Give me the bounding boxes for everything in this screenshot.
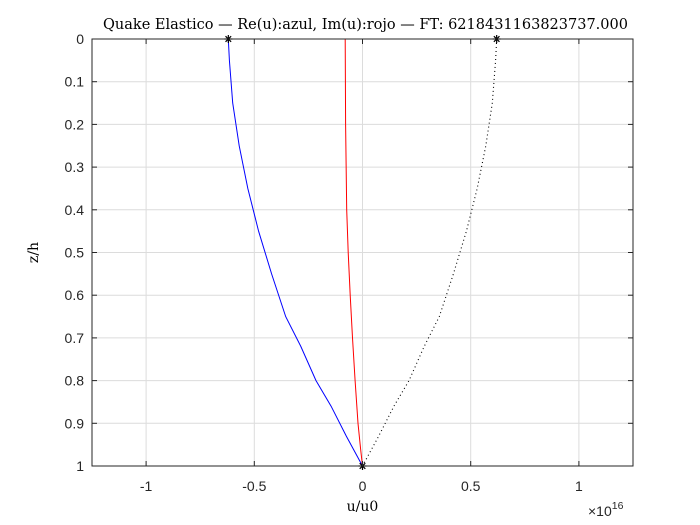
y-tick-label: 0.9: [65, 415, 85, 431]
y-tick-label: 0.3: [65, 159, 85, 175]
series-line-imaginary: [344, 38, 363, 467]
chart-title: Quake Elastico — Re(u):azul, Im(u):rojo …: [103, 17, 628, 33]
x-tick-label: -1: [140, 478, 153, 494]
ticks: -1 -0.5 0 0.5 1 0 0.1 0.2 0.3 0.4 0.5 0.6 0.7 0.8 0.9 1: [65, 31, 633, 494]
y-tick-label: 1: [76, 458, 84, 474]
x-tick-label: -0.5: [242, 478, 266, 494]
x-tick-label: 1: [575, 478, 583, 494]
y-tick-label: 0: [76, 31, 84, 47]
x-axis-exponent-base: ×10: [588, 503, 612, 519]
series-layer: [227, 38, 498, 467]
x-tick-label: 0.5: [461, 478, 481, 494]
x-axis-label: u/u0: [347, 499, 379, 515]
y-axis-label: z/h: [26, 242, 42, 263]
x-axis-exponent: ×1016: [588, 500, 624, 519]
y-tick-label: 0.1: [65, 74, 85, 90]
y-tick-label: 0.2: [65, 116, 85, 132]
x-tick-label: 0: [359, 478, 367, 494]
y-tick-label: 0.8: [65, 373, 85, 389]
y-tick-label: 0.5: [65, 245, 85, 261]
y-tick-label: 0.4: [65, 202, 85, 218]
series-line-real: [227, 38, 363, 467]
y-tick-label: 0.6: [65, 287, 85, 303]
x-axis-exponent-power: 16: [612, 500, 624, 512]
y-tick-label: 0.7: [65, 330, 85, 346]
series-line-envelope: [362, 38, 498, 467]
